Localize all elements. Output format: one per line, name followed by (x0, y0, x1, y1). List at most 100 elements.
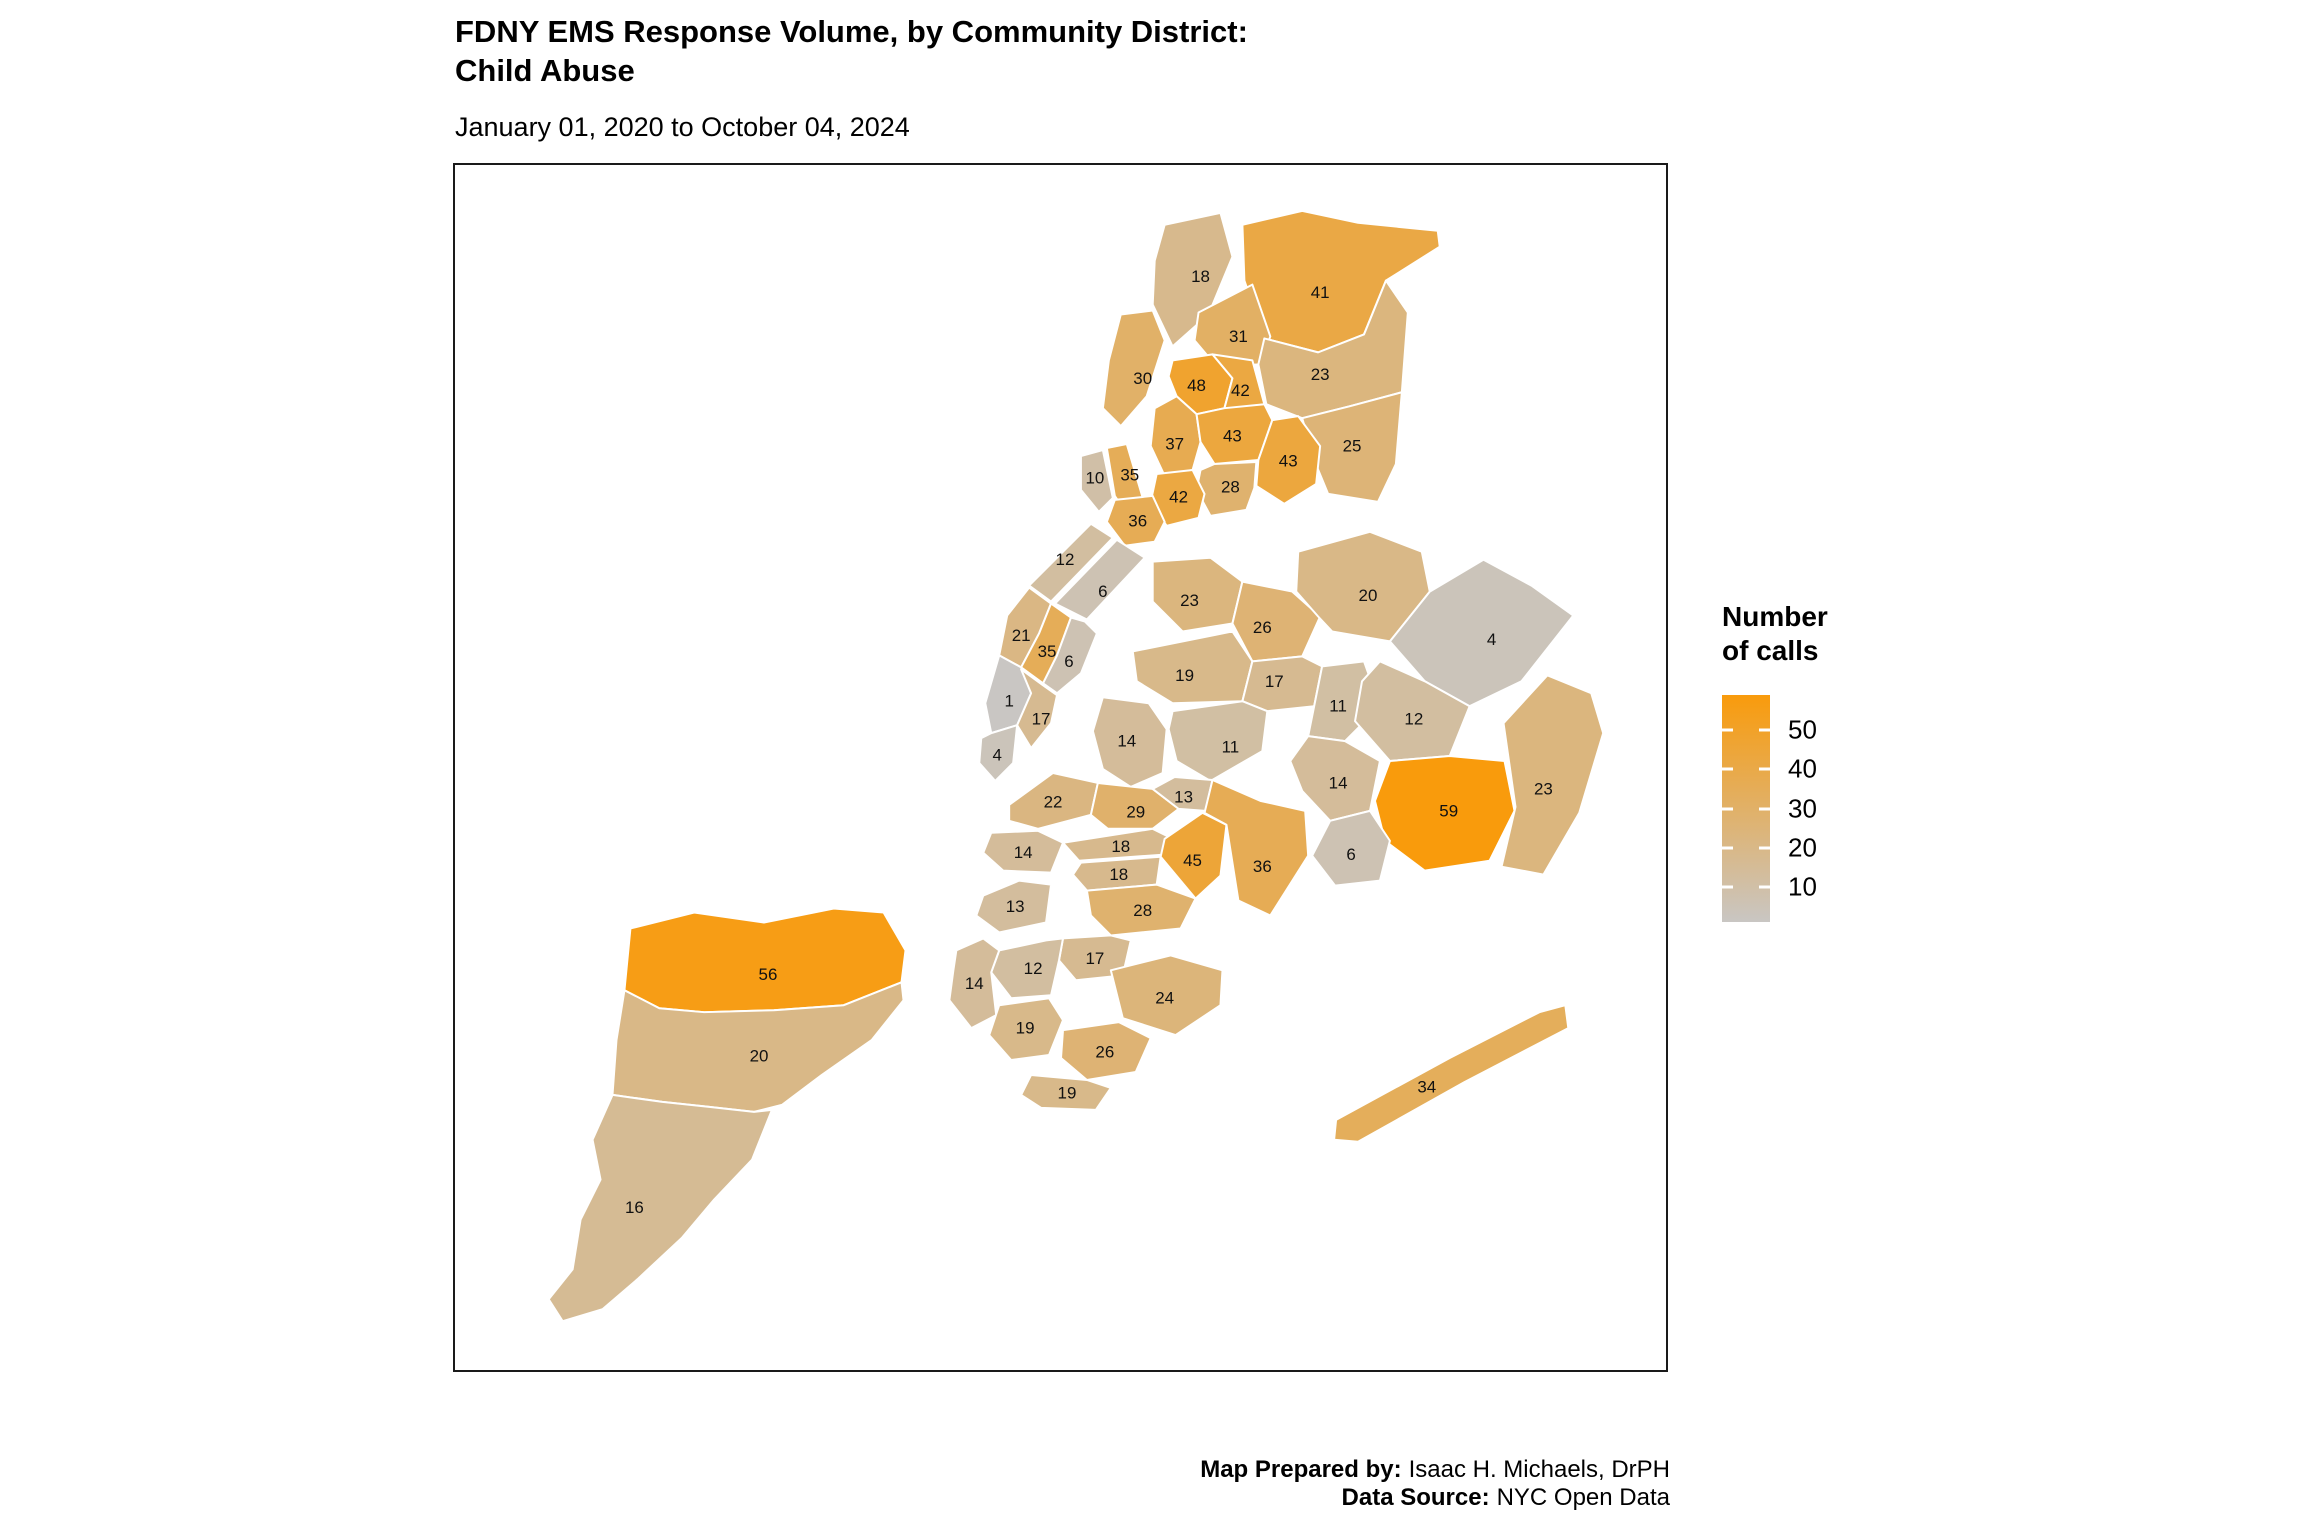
prepared-by-label: Map Prepared by: (1200, 1456, 1402, 1483)
district-value-label-mn1: 10 (1085, 468, 1104, 487)
district-value-label-mn3: 36 (1128, 511, 1147, 530)
district-value-label-qn11: 59 (1439, 801, 1458, 820)
district-value-label-mn11: 4 (992, 746, 1001, 765)
district-value-label-bk2: 29 (1126, 802, 1145, 821)
district-value-label-bx11: 43 (1279, 452, 1298, 471)
district-shape-qn12 (1500, 674, 1605, 876)
district-shape-bk7 (1159, 811, 1228, 900)
legend-tick-label: 30 (1788, 793, 1817, 823)
district-value-label-bk11: 17 (1085, 949, 1104, 968)
district-shape-bx12 (1195, 461, 1258, 517)
district-shape-mn1 (1079, 449, 1114, 513)
prepared-by-value: Isaac H. Michaels, DrPH (1408, 1456, 1670, 1483)
district-value-label-bk15: 24 (1155, 989, 1174, 1008)
map-panel: 18 41 31 30 48 42 23 25 37 43 43 28 42 10 35 36 12 6 21 35 6… (453, 163, 1668, 1372)
data-source-label: Data Source: (1341, 1484, 1490, 1511)
caption: Map Prepared by: Isaac H. Michaels, DrPH … (1200, 1456, 1670, 1512)
district-shape-qn13 (1311, 809, 1391, 887)
district-shape-bk16 (1060, 1021, 1152, 1081)
legend-tick-mark (1759, 807, 1770, 810)
district-value-label-bk1: 22 (1044, 792, 1063, 811)
district-value-label-bx4: 30 (1133, 369, 1152, 388)
district-shape-mn4 (1028, 522, 1114, 603)
district-shape-bk4 (982, 829, 1064, 874)
district-value-label-bk5: 18 (1111, 837, 1130, 856)
district-value-label-qn8: 12 (1404, 710, 1423, 729)
district-value-label-qn14: 34 (1417, 1077, 1436, 1096)
district-value-label-mn4: 12 (1056, 550, 1075, 569)
district-value-label-bx12: 28 (1221, 477, 1240, 496)
district-value-label-bk4: 14 (1014, 843, 1033, 862)
district-value-label-bk8: 36 (1253, 857, 1272, 876)
district-shape-mn3 (1105, 494, 1166, 547)
district-value-label-mn8: 6 (1064, 652, 1073, 671)
district-value-label-qn4: 4 (1487, 630, 1496, 649)
district-value-label-qn10: 14 (1329, 773, 1348, 792)
legend-tick-mark (1759, 885, 1770, 889)
district-value-label-bk6: 18 (1109, 865, 1128, 884)
district-shape-bk18 (1091, 696, 1168, 788)
district-value-label-qn1: 23 (1180, 591, 1199, 610)
district-value-label-qn9: 11 (1222, 738, 1240, 757)
district-value-label-bk16: 26 (1095, 1043, 1114, 1062)
legend-tick-label: 40 (1788, 753, 1817, 784)
district-value-label-bx3: 31 (1229, 327, 1248, 346)
district-value-label-bk14: 19 (1016, 1019, 1035, 1038)
legend-tick-mark (1722, 728, 1733, 732)
legend-gradient-bar (1722, 695, 1770, 922)
legend-tick-mark (1759, 846, 1770, 850)
district-shape-qn11 (1373, 755, 1516, 872)
district-shape-mn11 (978, 724, 1019, 782)
district-value-label-bx13: 42 (1169, 487, 1188, 506)
district-value-label-qn12: 23 (1534, 779, 1553, 798)
legend-tick-mark (1722, 767, 1733, 771)
district-value-label-bx10: 43 (1223, 427, 1242, 446)
chart-title-line2: Child Abuse (455, 53, 635, 88)
district-shape-bk17 (1020, 1073, 1112, 1111)
legend-tick-mark (1722, 846, 1733, 850)
district-shape-bx11 (1255, 415, 1322, 505)
chart-title-line1: FDNY EMS Response Volume, by Community D… (455, 14, 1248, 49)
legend-tick-label: 50 (1788, 714, 1817, 745)
legend-tick-mark (1722, 807, 1733, 810)
district-shape-qn9 (1167, 700, 1269, 782)
district-value-label-bk7: 45 (1183, 851, 1202, 870)
district-value-label-mn9: 1 (1004, 692, 1013, 711)
district-value-label-si3: 16 (625, 1198, 644, 1217)
data-source-value: NYC Open Data (1496, 1484, 1670, 1511)
district-value-label-si2: 20 (750, 1047, 769, 1066)
district-value-label-bk3: 13 (1174, 787, 1193, 806)
district-value-label-bk12: 12 (1024, 959, 1043, 978)
district-value-label-bk18: 14 (1117, 732, 1136, 751)
district-value-label-qn6: 17 (1265, 672, 1284, 691)
district-value-label-mn5: 6 (1098, 582, 1107, 601)
legend-tick-label: 20 (1788, 832, 1817, 863)
district-shape-bk8 (1203, 778, 1310, 917)
district-value-label-qn3: 20 (1359, 586, 1378, 605)
district-shape-mn8 (1042, 616, 1098, 695)
district-value-label-qn13: 6 (1346, 845, 1355, 864)
district-value-label-bx2: 41 (1311, 283, 1330, 302)
district-value-label-bx9: 37 (1165, 435, 1184, 454)
legend-title-line1: Number (1722, 601, 1828, 632)
district-value-label-bk9: 13 (1006, 897, 1025, 916)
chart-subtitle: January 01, 2020 to October 04, 2024 (455, 112, 910, 142)
legend-tick-label: 10 (1788, 871, 1817, 902)
district-value-label-bk10: 28 (1133, 901, 1152, 920)
district-shape-bk14 (988, 997, 1064, 1062)
district-value-label-qn7: 11 (1329, 697, 1347, 716)
district-value-label-qn5: 19 (1175, 666, 1194, 685)
legend: Number of calls 50 40 30 20 10 (1722, 600, 1952, 1020)
district-shape-qn14 (1333, 1004, 1570, 1143)
district-value-label-bx7: 23 (1311, 365, 1330, 384)
district-shape-mn5 (1054, 538, 1146, 621)
district-value-label-bk13: 14 (965, 974, 984, 993)
district-value-label-bk17: 19 (1058, 1083, 1077, 1102)
district-shape-bx2 (1241, 209, 1441, 354)
district-shape-mn10 (1016, 668, 1059, 750)
district-shape-si3 (547, 1093, 773, 1323)
district-shape-bk12 (990, 937, 1064, 1000)
caption-line2: Data Source: NYC Open Data (1200, 1484, 1670, 1512)
